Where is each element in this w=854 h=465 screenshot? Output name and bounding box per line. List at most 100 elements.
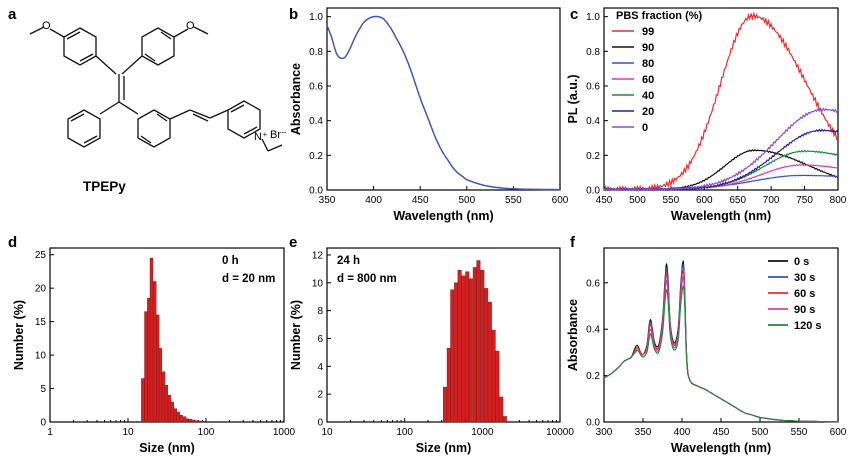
histogram-bar (495, 350, 500, 423)
x-tick-label: 1000 (471, 427, 494, 438)
histogram-bar (179, 415, 183, 423)
x-tick-label: 400 (365, 195, 382, 206)
ring-2 (141, 27, 175, 66)
legend-label-99: 99 (642, 26, 654, 38)
histogram-bar (188, 419, 193, 423)
histogram-bar (446, 348, 451, 423)
y-axis-label: Number (%) (12, 300, 26, 370)
y-tick-label: 0.0 (309, 186, 323, 197)
histogram-bar (472, 267, 477, 423)
y-axis-label: Absorbance (289, 63, 303, 135)
histogram-bar (499, 396, 504, 423)
y-axis-label: Number (%) (289, 300, 303, 370)
histogram-bar (454, 282, 459, 423)
histogram-bar (502, 416, 507, 423)
histogram-bar (468, 278, 473, 423)
x-axis-label: Wavelength (nm) (393, 209, 493, 223)
legend-title: PBS fraction (%) (616, 10, 703, 22)
x-tick-label: 800 (830, 195, 847, 206)
y-tick-label: 8 (317, 306, 323, 317)
histogram-bar (173, 408, 178, 423)
chart-panel-e: 10 100 1000 10000 0 2 4 6 8 10 12 Size (nm) Number (… (289, 234, 574, 455)
panel-letter: d (8, 234, 17, 251)
legend-label-60: 60 (642, 74, 654, 86)
y-tick-label: 20 (35, 284, 47, 295)
histogram-bar (465, 271, 470, 423)
y-tick-label: 12 (312, 250, 324, 261)
molecule-drawing (29, 26, 283, 152)
y-axis-label: Absorbance (566, 299, 580, 371)
y-tick-label: 10 (312, 278, 324, 289)
panel-letter: e (289, 234, 297, 251)
x-tick-label: 10000 (546, 427, 574, 438)
x-tick-label: 500 (629, 195, 646, 206)
y-tick-label: 25 (35, 250, 47, 261)
absorbance-line (326, 15, 561, 191)
y-tick-label: 0.2 (309, 151, 323, 162)
y-tick-label: 4 (317, 362, 323, 373)
histogram-bar (158, 348, 163, 423)
x-tick-label: 10 (321, 427, 333, 438)
legend-label-120s: 120 s (794, 320, 822, 332)
histogram-bar (176, 411, 180, 423)
histogram-bar (442, 387, 447, 423)
x-tick-label: 600 (552, 195, 569, 206)
y-axis-label: PL (a.u.) (566, 74, 580, 123)
histogram-bar (491, 329, 496, 423)
y-tick-label: 0.4 (309, 116, 323, 127)
y-tick-label: 6 (317, 334, 323, 345)
x-axis-label: Wavelength (nm) (671, 209, 771, 223)
legend-label-60s: 60 s (794, 288, 815, 300)
histogram-bar (194, 420, 198, 423)
legend-label-0: 0 (642, 122, 648, 134)
plot-frame (603, 7, 839, 191)
histogram-bar (480, 270, 485, 423)
y-tick-label: 0 (40, 418, 46, 429)
bromide-label: Br⁻ (270, 129, 287, 141)
x-tick-label: 350 (319, 195, 336, 206)
y-tick-label: 0.4 (586, 325, 600, 336)
x-tick-label: 550 (663, 195, 680, 206)
x-tick-label: 1000 (273, 427, 296, 438)
histogram-bar (149, 257, 154, 423)
chart-panel-b: 350 400 450 500 550 600 0.0 0.2 0.4 0.6 0.8 1.0 Wave… (289, 6, 569, 223)
histogram-bar (167, 395, 172, 423)
ring-3 (67, 109, 101, 148)
x-tick-label: 300 (596, 427, 613, 438)
x-tick-label: 550 (505, 195, 522, 206)
legend-label-40: 40 (642, 90, 654, 102)
legend-label-90: 90 (642, 42, 654, 54)
histogram-bar (170, 401, 174, 423)
histogram-bar (185, 418, 190, 423)
x-tick-label: 750 (796, 195, 813, 206)
histogram-bar (164, 384, 168, 423)
x-tick-label: 450 (596, 195, 613, 206)
chart-panel-c: 450 500 550 600 650 700 750 8000.00.20.40.60.81… (566, 6, 847, 223)
histogram-bar (476, 260, 481, 423)
panel-letter: b (289, 6, 298, 23)
legend-label-20: 20 (642, 106, 654, 118)
panel-a-letter: a (8, 6, 17, 23)
x-tick-label: 1 (47, 427, 53, 438)
y-tick-label: 0.0 (586, 418, 600, 429)
ring-4 (137, 109, 171, 148)
y-tick-label: 0.8 (586, 47, 600, 58)
y-tick-label: 1.0 (586, 12, 600, 23)
histogram-bar (191, 419, 196, 423)
chart-panel-d: 1 10 100 1000 0 5 10 15 20 25 Size (nm) Number (%) d… (8, 234, 296, 455)
y-tick-label: 0.4 (586, 116, 600, 127)
legend-label-90s: 90 s (794, 304, 815, 316)
y-tick-label: 0 (317, 418, 323, 429)
abs-series-120s (603, 285, 839, 423)
x-tick-label: 550 (791, 427, 808, 438)
histogram-bar (450, 289, 455, 423)
annotation-1: d = 20 nm (222, 273, 275, 285)
plot-frame (326, 7, 561, 191)
x-tick-label: 450 (713, 427, 730, 438)
y-tick-label: 0.6 (586, 278, 600, 289)
y-tick-label: 10 (35, 351, 47, 362)
x-tick-label: 600 (696, 195, 713, 206)
y-tick-label: 0.2 (586, 371, 600, 382)
y-tick-label: 0.8 (309, 47, 323, 58)
